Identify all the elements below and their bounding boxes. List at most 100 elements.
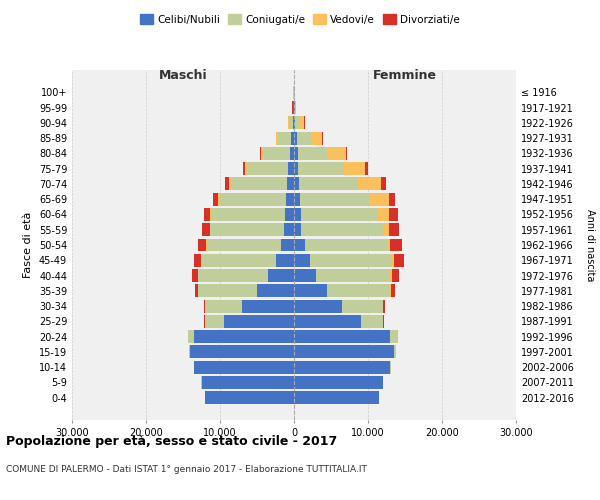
- Bar: [243, 162, 245, 175]
- Bar: [206, 238, 281, 252]
- Bar: [205, 300, 242, 312]
- Bar: [194, 360, 294, 374]
- Bar: [390, 238, 402, 252]
- Bar: [383, 224, 389, 236]
- Text: Maschi: Maschi: [158, 68, 208, 82]
- Bar: [299, 178, 358, 190]
- Bar: [383, 315, 384, 328]
- Bar: [328, 147, 346, 160]
- Bar: [284, 224, 294, 236]
- Bar: [300, 116, 304, 130]
- Bar: [298, 162, 343, 175]
- Bar: [212, 192, 218, 205]
- Bar: [242, 300, 294, 312]
- Bar: [202, 224, 210, 236]
- Bar: [278, 132, 291, 144]
- Bar: [394, 254, 404, 266]
- Bar: [394, 346, 396, 358]
- Bar: [390, 330, 398, 343]
- Bar: [205, 315, 224, 328]
- Bar: [262, 147, 263, 160]
- Bar: [288, 116, 289, 130]
- Bar: [295, 116, 300, 130]
- Bar: [231, 178, 287, 190]
- Bar: [287, 178, 294, 190]
- Bar: [296, 132, 311, 144]
- Bar: [294, 269, 316, 282]
- Bar: [188, 330, 194, 343]
- Bar: [294, 284, 328, 298]
- Bar: [257, 284, 294, 298]
- Bar: [365, 162, 368, 175]
- Bar: [361, 315, 383, 328]
- Legend: Celibi/Nubili, Coniugati/e, Vedovi/e, Divorziati/e: Celibi/Nubili, Coniugati/e, Vedovi/e, Di…: [136, 10, 464, 29]
- Bar: [229, 178, 231, 190]
- Bar: [346, 147, 347, 160]
- Bar: [247, 162, 288, 175]
- Bar: [193, 269, 197, 282]
- Bar: [198, 284, 257, 298]
- Text: Popolazione per età, sesso e stato civile - 2017: Popolazione per età, sesso e stato civil…: [6, 435, 337, 448]
- Bar: [389, 224, 399, 236]
- Bar: [294, 315, 361, 328]
- Bar: [300, 192, 370, 205]
- Bar: [198, 269, 268, 282]
- Bar: [294, 178, 299, 190]
- Bar: [358, 178, 380, 190]
- Bar: [260, 147, 262, 160]
- Bar: [294, 147, 298, 160]
- Y-axis label: Fasce di età: Fasce di età: [23, 212, 33, 278]
- Bar: [328, 284, 390, 298]
- Bar: [379, 208, 389, 221]
- Bar: [211, 224, 284, 236]
- Bar: [294, 208, 301, 221]
- Bar: [286, 192, 294, 205]
- Bar: [294, 300, 342, 312]
- Bar: [305, 238, 386, 252]
- Bar: [224, 315, 294, 328]
- Bar: [189, 346, 190, 358]
- Bar: [294, 224, 301, 236]
- Bar: [263, 147, 290, 160]
- Bar: [205, 391, 294, 404]
- Bar: [290, 147, 294, 160]
- Bar: [285, 208, 294, 221]
- Bar: [301, 208, 379, 221]
- Bar: [294, 391, 379, 404]
- Bar: [294, 330, 390, 343]
- Bar: [268, 269, 294, 282]
- Bar: [386, 238, 390, 252]
- Bar: [389, 192, 395, 205]
- Bar: [342, 300, 383, 312]
- Bar: [294, 376, 383, 389]
- Bar: [194, 284, 197, 298]
- Bar: [389, 208, 398, 221]
- Bar: [293, 116, 294, 130]
- Bar: [203, 300, 205, 312]
- Bar: [211, 208, 285, 221]
- Bar: [294, 162, 298, 175]
- Bar: [288, 162, 294, 175]
- Bar: [310, 254, 392, 266]
- Bar: [370, 192, 389, 205]
- Bar: [225, 178, 229, 190]
- Text: COMUNE DI PALERMO - Dati ISTAT 1° gennaio 2017 - Elaborazione TUTTITALIA.IT: COMUNE DI PALERMO - Dati ISTAT 1° gennai…: [6, 465, 367, 474]
- Y-axis label: Anni di nascita: Anni di nascita: [585, 209, 595, 281]
- Bar: [202, 254, 275, 266]
- Bar: [392, 269, 399, 282]
- Bar: [294, 346, 394, 358]
- Text: Femmine: Femmine: [373, 68, 437, 82]
- Bar: [289, 116, 293, 130]
- Bar: [298, 147, 328, 160]
- Bar: [276, 132, 278, 144]
- Bar: [198, 238, 206, 252]
- Bar: [380, 178, 386, 190]
- Bar: [392, 254, 394, 266]
- Bar: [390, 284, 391, 298]
- Bar: [294, 192, 300, 205]
- Bar: [294, 132, 296, 144]
- Bar: [194, 254, 201, 266]
- Bar: [391, 284, 395, 298]
- Bar: [390, 269, 392, 282]
- Bar: [219, 192, 286, 205]
